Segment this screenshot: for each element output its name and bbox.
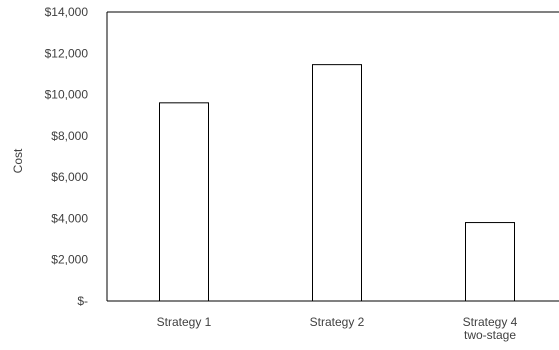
bars-group [159,64,515,302]
y-tick-label: $2,000 [51,253,88,267]
x-tick-label: Strategy 2 [310,315,365,329]
y-tick-label: $14,000 [45,5,89,19]
y-tick-label: $10,000 [45,88,89,102]
x-tick-label: Strategy 1 [157,315,212,329]
y-tick-label: $- [77,294,88,308]
bar [159,102,209,302]
bar [465,222,515,302]
x-tick-label: Strategy 4 [463,315,518,329]
bar [312,64,362,302]
y-tick-label: $4,000 [51,211,88,225]
y-tick-label: $12,000 [45,46,89,60]
y-axis-label: Cost [11,148,25,173]
x-tick-label: two-stage [464,328,516,342]
y-axis-ticks: $- $2,000 $4,000 $6,000 $8,000 $10,000 $12,000… [45,5,89,308]
y-tick-label: $8,000 [51,129,88,143]
y-tick-label: $6,000 [51,170,88,184]
